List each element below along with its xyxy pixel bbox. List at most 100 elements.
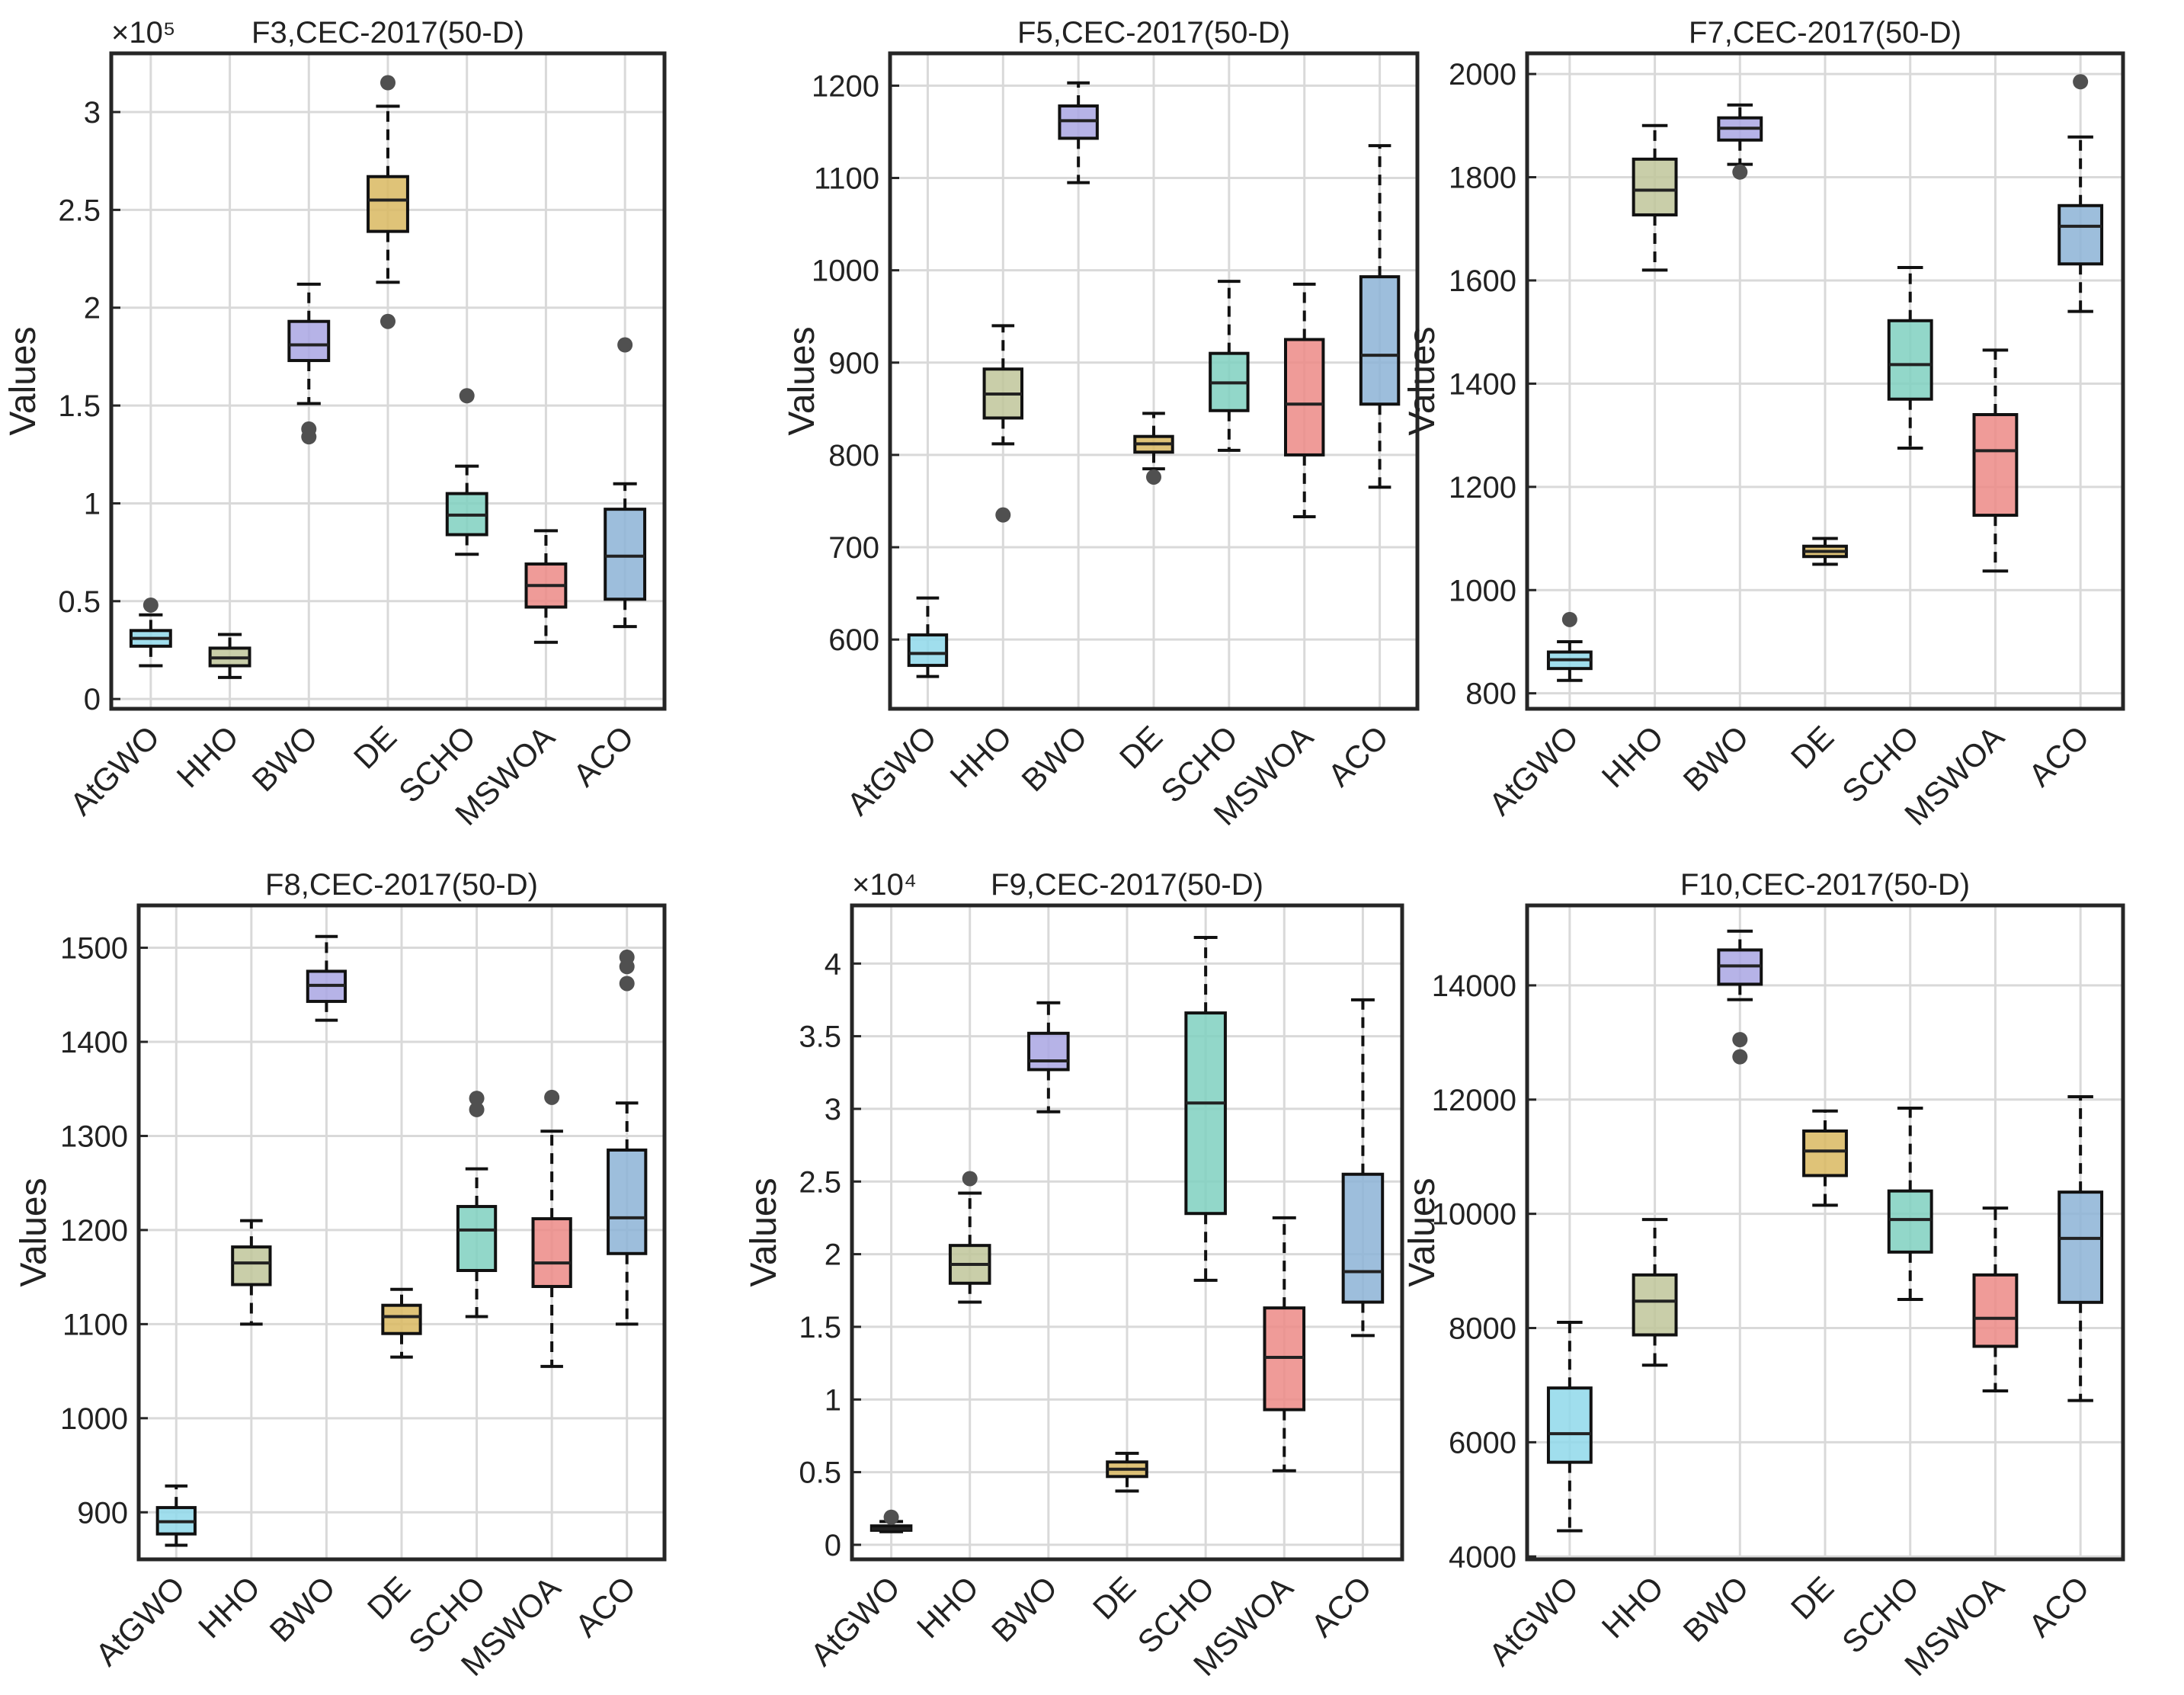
x-tick-label: AtGWO [803, 1569, 907, 1673]
y-tick-label: 1 [84, 487, 101, 521]
chart-title: F7,CEC-2017(50-D) [1689, 16, 1961, 50]
y-tick-label: 0 [825, 1529, 841, 1562]
y-axis-label: Values [3, 326, 43, 435]
y-tick-label: 1000 [812, 255, 879, 288]
outlier-point [544, 1089, 560, 1105]
x-tick-label: ACO [2022, 1569, 2096, 1644]
y-tick-label: 1300 [60, 1120, 128, 1153]
x-tick-label: BWO [1676, 719, 1755, 798]
box-iqr [1972, 413, 2019, 517]
y-tick-label: 3 [84, 96, 101, 130]
box-mswoa [524, 529, 568, 644]
box-de [367, 75, 409, 329]
x-tick-label: HHO [191, 1569, 267, 1645]
y-tick-label: 800 [828, 439, 879, 473]
outlier-point [1732, 164, 1748, 180]
box-iqr [1027, 1031, 1070, 1072]
y-tick-label: 700 [828, 531, 879, 565]
x-tick-label: BWO [1014, 719, 1094, 798]
box-iqr [1284, 338, 1325, 457]
box-aco [604, 337, 647, 629]
x-tick-label: HHO [170, 719, 245, 794]
y-tick-label: 1500 [60, 932, 128, 966]
box-atgwo [1546, 611, 1593, 682]
y-tick-label: 1000 [60, 1402, 128, 1436]
outlier-point [883, 1509, 899, 1525]
y-tick-label: 1 [825, 1383, 841, 1417]
x-tick-label: ACO [1304, 1569, 1379, 1644]
box-iqr [456, 1205, 498, 1272]
box-iqr [1632, 1273, 1678, 1337]
box-iqr [1802, 1129, 1848, 1178]
y-axis-label: Values [1402, 1178, 1443, 1286]
box-hho [208, 633, 251, 679]
y-tick-label: 12000 [1432, 1084, 1516, 1117]
x-tick-label: DE [360, 1569, 418, 1626]
box-iqr [1184, 1011, 1227, 1216]
x-tick-label: AtGWO [1482, 1569, 1586, 1673]
x-tick-label: HHO [943, 719, 1018, 794]
y-tick-label: 14000 [1432, 969, 1516, 1003]
y-tick-label: 900 [828, 347, 879, 380]
exponent-label: ×10⁴ [852, 868, 917, 902]
outlier-point [2073, 74, 2089, 90]
box-de [1802, 537, 1848, 566]
box-iqr [1972, 1273, 2019, 1348]
box-bwo [306, 934, 347, 1022]
exponent-label: ×10⁵ [111, 16, 175, 50]
box-hho [948, 1171, 991, 1304]
y-tick-label: 2.5 [799, 1165, 841, 1199]
x-tick-label: HHO [910, 1569, 985, 1645]
box-aco [607, 949, 648, 1326]
box-bwo [1717, 929, 1763, 1065]
box-scho [1887, 1107, 1933, 1302]
box-atgwo [869, 1509, 913, 1533]
x-tick-label: DE [1113, 719, 1170, 776]
axes-frame [850, 903, 1404, 1562]
box-mswoa [1284, 282, 1325, 519]
box-iqr [1359, 275, 1401, 406]
box-de [381, 1287, 422, 1359]
box-bwo [1027, 1001, 1070, 1113]
outlier-point [619, 959, 635, 975]
box-atgwo [129, 597, 172, 668]
box-mswoa [1972, 348, 2019, 573]
box-iqr [604, 508, 647, 601]
x-tick-label: BWO [1676, 1569, 1755, 1649]
y-tick-label: 1800 [1449, 162, 1516, 195]
x-tick-label: BWO [245, 719, 324, 798]
box-scho [456, 1091, 498, 1319]
outlier-point [301, 429, 317, 445]
y-tick-label: 4000 [1449, 1540, 1516, 1574]
box-iqr [907, 633, 949, 668]
y-tick-label: 8000 [1449, 1312, 1516, 1346]
box-scho [1887, 266, 1933, 450]
x-tick-label: HHO [1595, 719, 1670, 794]
chart-title: F8,CEC-2017(50-D) [265, 868, 538, 902]
y-tick-label: 1.5 [58, 389, 101, 423]
outlier-point [469, 1101, 485, 1117]
x-tick-label: ACO [566, 719, 641, 793]
box-de [1133, 412, 1174, 485]
chart-title: F10,CEC-2017(50-D) [1680, 868, 1970, 902]
box-atgwo [1546, 1321, 1593, 1533]
y-tick-label: 0.5 [58, 585, 101, 619]
axes-frame [888, 51, 1420, 711]
x-tick-label: DE [1086, 1569, 1143, 1626]
outlier-point [1146, 469, 1161, 485]
box-scho [445, 388, 488, 556]
box-iqr [531, 1217, 572, 1288]
axes-frame [1525, 903, 2125, 1562]
box-iqr [287, 319, 331, 363]
box-mswoa [1263, 1216, 1306, 1472]
y-tick-label: 600 [828, 623, 879, 657]
box-iqr [2058, 203, 2104, 266]
box-hho [1632, 123, 1678, 272]
box-hho [231, 1219, 272, 1326]
outlier-point [469, 1091, 485, 1107]
outlier-point [1732, 1032, 1748, 1048]
box-mswoa [1972, 1206, 2019, 1392]
chart-panel: 4000 6000 8000 10000 12000 14000 AtGWO HHO BWO DE… [1402, 868, 2125, 1683]
